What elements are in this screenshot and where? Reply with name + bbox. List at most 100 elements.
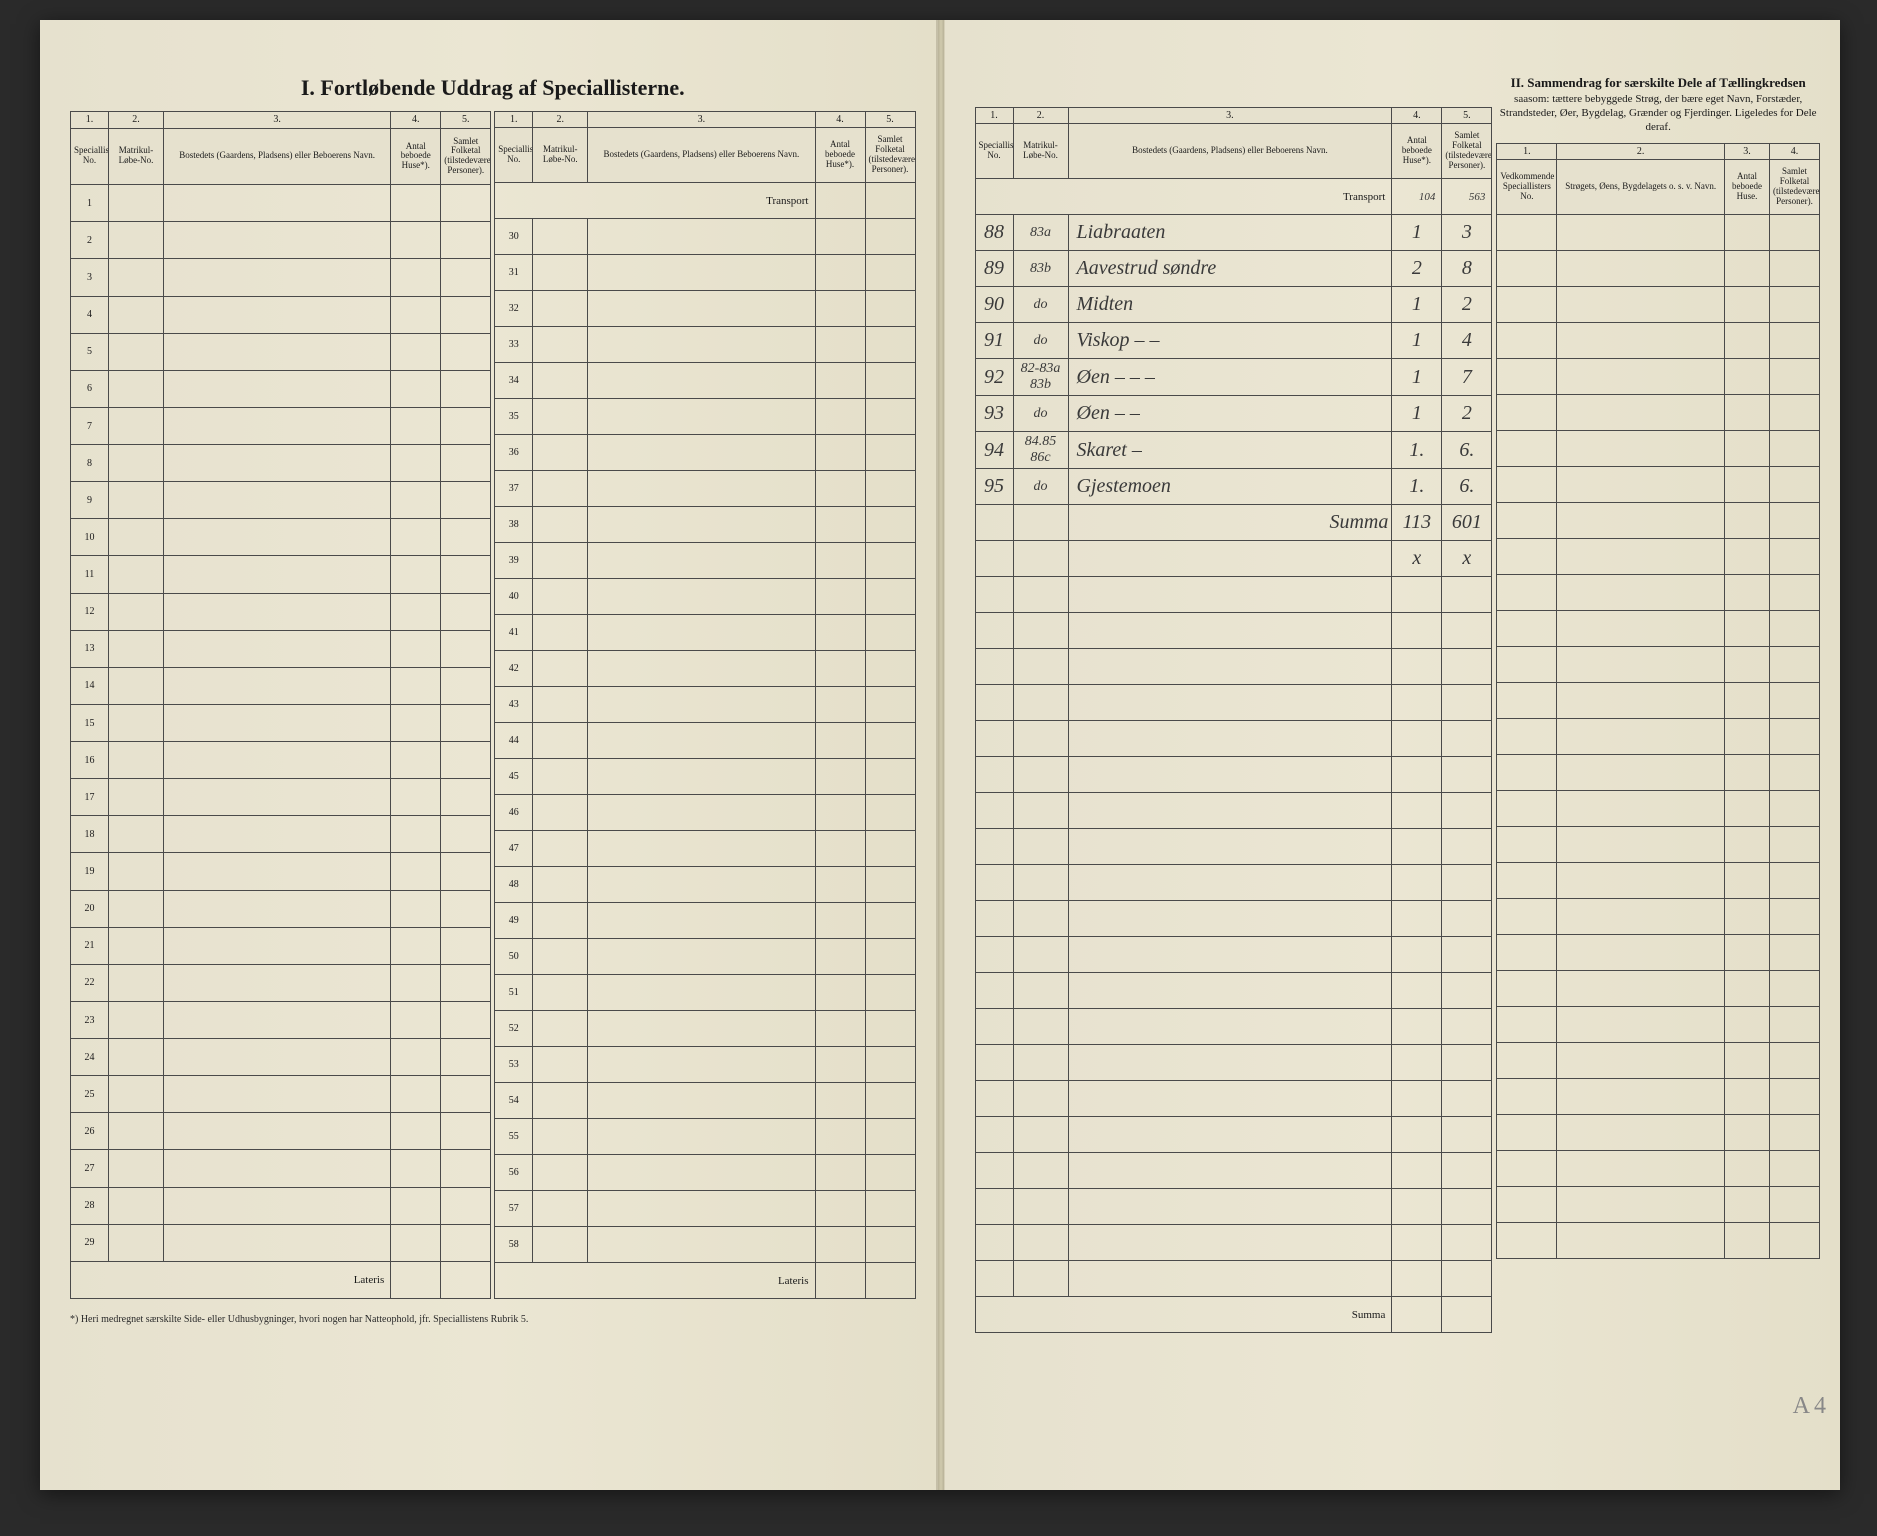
table-row: 9484.85 86cSkaret –1.6.: [975, 432, 1492, 469]
row-no: 18: [71, 816, 109, 853]
table-row: [975, 973, 1492, 1009]
table-row: [1497, 934, 1820, 970]
entry-folke: 6.: [1442, 432, 1492, 469]
table-row: 42: [495, 651, 915, 687]
table-row: 16: [71, 742, 491, 779]
table-row: 46: [495, 795, 915, 831]
entry-no: 93: [975, 396, 1013, 432]
row-no: 53: [495, 1047, 533, 1083]
table-row: [1497, 1186, 1820, 1222]
table-row: [1497, 502, 1820, 538]
table-row: [1497, 430, 1820, 466]
table-row: [1497, 574, 1820, 610]
table-row: [1497, 394, 1820, 430]
entry-huse: 1: [1392, 396, 1442, 432]
header: Samlet Folketal (tilstedeværende Persone…: [1442, 124, 1492, 179]
entry-folke: 6.: [1442, 469, 1492, 505]
table-row: 11: [71, 556, 491, 593]
table-row: 31: [495, 255, 915, 291]
table-row: [1497, 1042, 1820, 1078]
table-row: 32: [495, 291, 915, 327]
x-mark: x: [1442, 541, 1492, 577]
footnote: *) Heri medregnet særskilte Side- eller …: [70, 1314, 916, 1325]
table-row: [1497, 826, 1820, 862]
row-no: 17: [71, 779, 109, 816]
table-row: 19: [71, 853, 491, 890]
table-row: 51: [495, 975, 915, 1011]
entry-no: 92: [975, 359, 1013, 396]
entry-mat: 83a: [1013, 215, 1068, 251]
colnum: 3.: [1068, 108, 1392, 124]
entry-mat: 84.85 86c: [1013, 432, 1068, 469]
header: Antal beboede Huse*).: [815, 128, 865, 183]
table-row: [1497, 1114, 1820, 1150]
table-row: 8: [71, 445, 491, 482]
table-row: [975, 1225, 1492, 1261]
table-row: 41: [495, 615, 915, 651]
entry-name: Øen – –: [1068, 396, 1392, 432]
table-row: [975, 685, 1492, 721]
colnum: 2.: [1013, 108, 1068, 124]
entry-mat: do: [1013, 396, 1068, 432]
row-no: 16: [71, 742, 109, 779]
table-row: 29: [71, 1224, 491, 1261]
entry-huse: 2: [1392, 251, 1442, 287]
table-row: [975, 1081, 1492, 1117]
table-row: [1497, 286, 1820, 322]
header: Samlet Folketal (tilstedeværende Persone…: [865, 128, 915, 183]
corner-label: A4: [1793, 1393, 1830, 1420]
table-row: 35: [495, 399, 915, 435]
entry-folke: 3: [1442, 215, 1492, 251]
colnum: 2.: [109, 112, 164, 129]
colnum: 3.: [588, 112, 815, 128]
row-no: 34: [495, 363, 533, 399]
row-no: 21: [71, 927, 109, 964]
table-row: 17: [71, 779, 491, 816]
colnum: 4.: [1392, 108, 1442, 124]
table-row: [1497, 718, 1820, 754]
table-row: [975, 1189, 1492, 1225]
header: Bostedets (Gaardens, Pladsens) eller Beb…: [588, 128, 815, 183]
row-no: 52: [495, 1011, 533, 1047]
table-row: 47: [495, 831, 915, 867]
row-no: 45: [495, 759, 533, 795]
table-row: 93doØen – –12: [975, 396, 1492, 432]
table-row: 54: [495, 1083, 915, 1119]
table-row: 27: [71, 1150, 491, 1187]
table-row: 5: [71, 333, 491, 370]
transport-label: Transport: [495, 183, 815, 219]
x-mark: x: [1392, 541, 1442, 577]
row-no: 31: [495, 255, 533, 291]
row-no: 13: [71, 630, 109, 667]
row-no: 11: [71, 556, 109, 593]
table-row: 4: [71, 296, 491, 333]
table-row: 50: [495, 939, 915, 975]
table-row: 9: [71, 482, 491, 519]
row-no: 26: [71, 1113, 109, 1150]
table-row: [975, 1009, 1492, 1045]
table-row: [1497, 358, 1820, 394]
table-row: 43: [495, 687, 915, 723]
entry-huse: 1: [1392, 323, 1442, 359]
entry-name: Skaret –: [1068, 432, 1392, 469]
table-row: [975, 1153, 1492, 1189]
entry-no: 89: [975, 251, 1013, 287]
colnum: 2.: [533, 112, 588, 128]
colnum: 1.: [495, 112, 533, 128]
entry-huse: 1: [1392, 359, 1442, 396]
table-row: [975, 793, 1492, 829]
transport-huse: 104: [1392, 179, 1442, 215]
colnum: 5.: [1442, 108, 1492, 124]
table-row: 49: [495, 903, 915, 939]
table-row: [1497, 682, 1820, 718]
table-row: 3: [71, 259, 491, 296]
table-row: 24: [71, 1039, 491, 1076]
entry-folke: 2: [1442, 396, 1492, 432]
entry-mat: do: [1013, 323, 1068, 359]
summa-folke: 601: [1442, 505, 1492, 541]
row-no: 8: [71, 445, 109, 482]
table-row: 28: [71, 1187, 491, 1224]
table-row: [1497, 1078, 1820, 1114]
table-row: 9282-83a 83bØen – – –17: [975, 359, 1492, 396]
table-row: 26: [71, 1113, 491, 1150]
